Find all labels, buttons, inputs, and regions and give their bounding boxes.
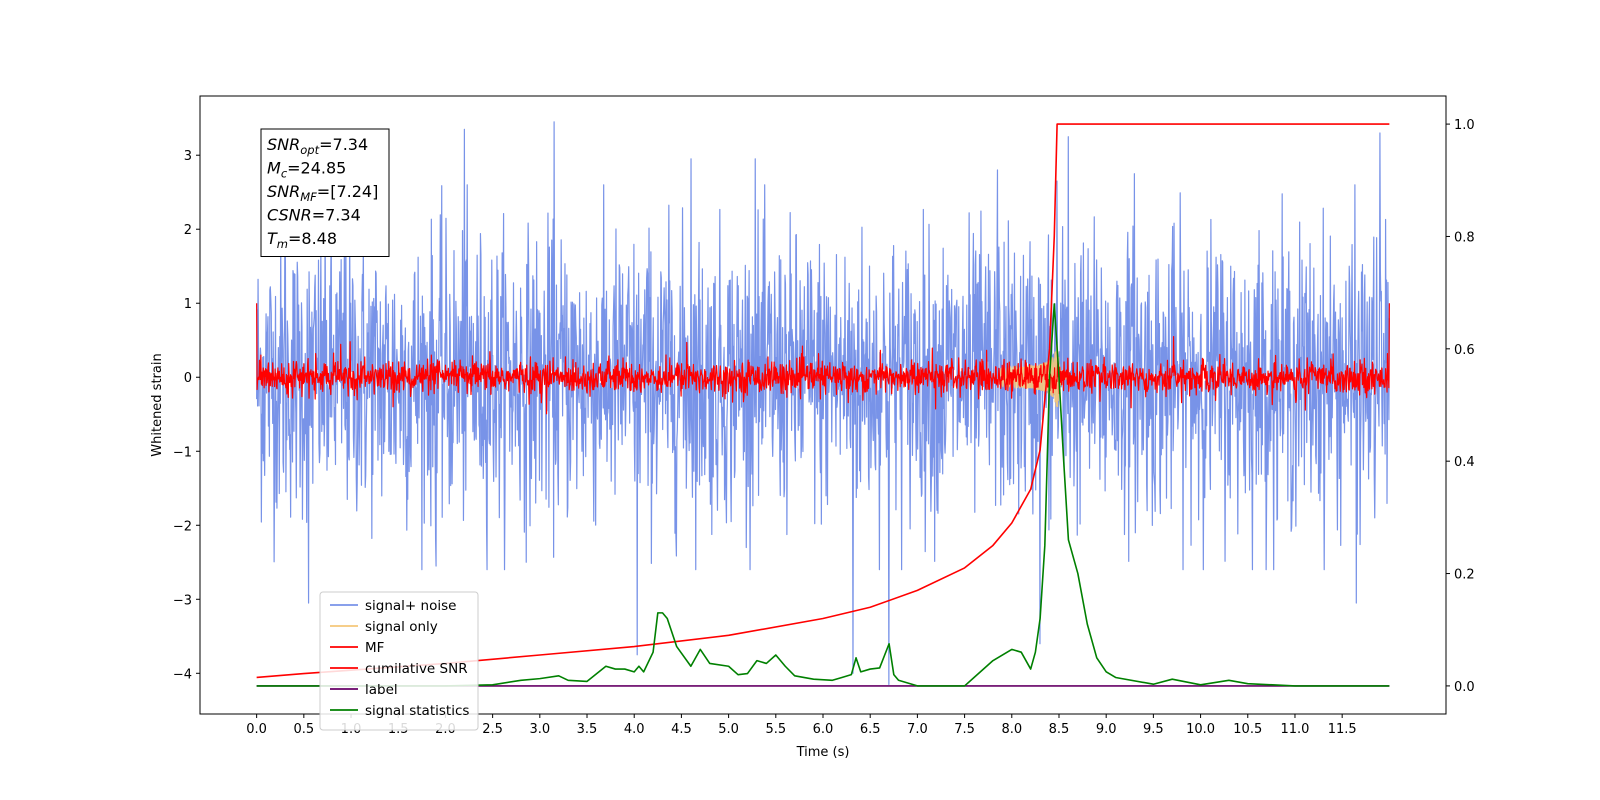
x-tick-label: 3.5 [577,722,598,737]
x-tick: 3.0 [529,714,550,737]
stats-line: SNRopt=7.34 [267,135,368,157]
x-tick: 7.5 [954,714,975,737]
y-tick: 3 [184,149,200,164]
y2-tick-label: 0.4 [1454,455,1475,470]
x-tick-label: 7.5 [954,722,975,737]
x-tick: 4.0 [624,714,645,737]
stats-line: CSNR=7.34 [267,206,361,225]
stats-line: Mc=24.85 [267,159,346,181]
x-tick: 10.5 [1233,714,1262,737]
x-tick-label: 0.5 [293,722,314,737]
y-tick: −1 [173,445,200,460]
y-tick: −3 [173,593,200,608]
x-tick: 4.5 [671,714,692,737]
y-tick: 2 [184,223,200,238]
legend-entry: signal only [330,619,438,635]
x-tick: 7.0 [907,714,928,737]
x-tick-label: 8.0 [1001,722,1022,737]
x-tick-label: 10.0 [1186,722,1215,737]
y-tick: −4 [173,667,200,682]
legend-label: signal statistics [365,703,469,719]
x-tick-label: 10.5 [1233,722,1262,737]
series-signal-statistics-line [256,303,1390,687]
y2-tick-label: 0.0 [1454,680,1475,695]
x-tick: 2.5 [482,714,503,737]
x-tick-label: 9.0 [1096,722,1117,737]
legend-label: signal only [365,619,438,635]
x-tick-label: 5.0 [718,722,739,737]
x-tick-label: 0.0 [246,722,267,737]
y-tick-label: 3 [184,149,192,164]
y2-tick: 0.2 [1446,568,1475,583]
legend-entry: MF [330,640,384,656]
y-tick: 0 [184,371,200,386]
legend-entry: label [330,682,398,698]
y2-tick: 0.0 [1446,680,1475,695]
x-tick: 5.0 [718,714,739,737]
legend-frame [319,591,479,731]
x-tick: 3.5 [577,714,598,737]
y2-tick: 0.8 [1446,230,1475,245]
x-axis-label: Time (s) [796,745,850,760]
legend: signal+ noise signal only MF cumilative SNR… [319,591,479,731]
x-tick: 11.0 [1280,714,1309,737]
x-tick-label: 8.5 [1049,722,1070,737]
x-tick-label: 6.0 [813,722,834,737]
y-axis-label: Whitened strain [150,353,165,456]
x-tick-label: 7.0 [907,722,928,737]
x-tick-label: 9.5 [1143,722,1164,737]
x-tick-label: 5.5 [765,722,786,737]
legend-label: label [365,682,398,698]
x-tick: 11.5 [1328,714,1357,737]
y-tick-label: 0 [184,371,192,386]
y2-tick-label: 0.2 [1454,568,1475,583]
y2-tick: 0.4 [1446,455,1475,470]
y2-tick: 0.6 [1446,343,1475,358]
y-axis-left: −4 −3 −2 −1 0 1 2 3 [173,149,200,682]
y2-tick-label: 1.0 [1454,118,1475,133]
x-tick: 0.0 [246,714,267,737]
y-tick-label: 2 [184,223,192,238]
x-tick: 6.0 [813,714,834,737]
legend-label: signal+ noise [365,598,456,614]
y-tick-label: −4 [173,667,192,682]
x-tick-label: 3.0 [529,722,550,737]
x-tick: 8.5 [1049,714,1070,737]
x-tick: 10.0 [1186,714,1215,737]
y-tick: −2 [173,519,200,534]
x-tick-label: 2.5 [482,722,503,737]
legend-entry: cumilative SNR [330,661,468,677]
x-tick-label: 6.5 [860,722,881,737]
x-tick-label: 4.5 [671,722,692,737]
x-tick: 9.5 [1143,714,1164,737]
legend-entry: signal+ noise [330,598,456,614]
stats-line: SNRMF=[7.24] [267,182,378,204]
y2-tick: 1.0 [1446,118,1475,133]
y2-tick-label: 0.6 [1454,343,1475,358]
x-tick: 5.5 [765,714,786,737]
y2-tick-label: 0.8 [1454,230,1475,245]
stats-line: Tm=8.48 [267,229,337,251]
legend-label: cumilative SNR [365,661,468,677]
x-tick-label: 11.5 [1328,722,1357,737]
y-tick-label: −2 [173,519,192,534]
y-tick-label: 1 [184,297,192,312]
x-tick-label: 11.0 [1280,722,1309,737]
x-tick: 9.0 [1096,714,1117,737]
x-tick: 8.0 [1001,714,1022,737]
legend-entry: signal statistics [330,703,469,719]
x-tick: 0.5 [293,714,314,737]
x-tick: 6.5 [860,714,881,737]
x-tick-label: 4.0 [624,722,645,737]
stats-box-frame [260,128,390,257]
y-tick-label: −1 [173,445,192,460]
y-tick: 1 [184,297,200,312]
legend-label: MF [365,640,384,656]
y-tick-label: −3 [173,593,192,608]
series-mf-line [256,303,1390,415]
y-axis-right: 0.0 0.2 0.4 0.6 0.8 1.0 [1446,118,1475,695]
